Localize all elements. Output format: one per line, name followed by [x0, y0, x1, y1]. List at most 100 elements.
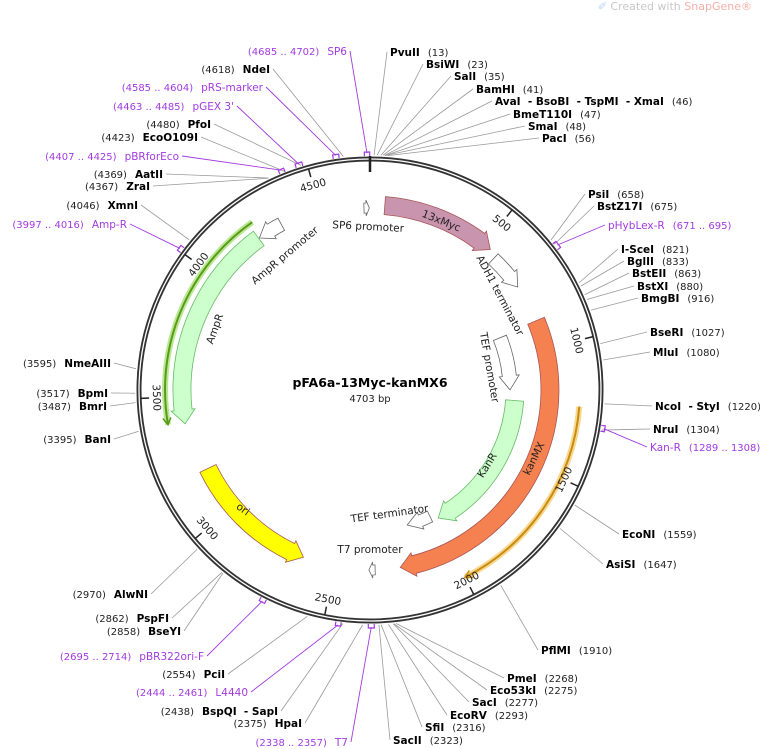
site-label-asisi[interactable]: AsiSI (1647) — [606, 559, 677, 571]
primer-label-prs-marker[interactable]: (4585 .. 4604) pRS-marker — [122, 82, 264, 94]
site-position: (675) — [650, 202, 677, 213]
primer-label-t7[interactable]: (2338 .. 2357) T7 — [255, 737, 348, 749]
site-label-eco53ki[interactable]: Eco53kI (2275) — [490, 685, 577, 697]
site-label-ecoo109i[interactable]: (4423) EcoO109I — [101, 132, 198, 144]
primer-label-amp-r[interactable]: (3997 .. 4016) Amp-R — [12, 219, 127, 231]
site-name: PciI — [204, 669, 225, 681]
site-label-bmet110i[interactable]: BmeT110I (47) — [513, 109, 601, 121]
site-name: PmeI — [507, 673, 537, 685]
site-label-hpai[interactable]: (2375) HpaI — [233, 718, 302, 730]
feature-sp6-promoter[interactable] — [363, 199, 370, 217]
site-label-pspfi[interactable]: (2862) PspFI — [95, 613, 169, 625]
site-label-ncoi-styi[interactable]: NcoI - StyI (1220) — [655, 401, 760, 413]
site-name: SmaI — [528, 121, 558, 133]
site-label-bsteii[interactable]: BstEII (863) — [632, 268, 701, 280]
site-position: (13) — [428, 48, 449, 59]
site-label-pfoi[interactable]: (4480) PfoI — [146, 119, 211, 131]
site-name: AlwNI — [114, 589, 148, 601]
site-label-i-scei[interactable]: I-SceI (821) — [621, 244, 689, 256]
site-label-xmni[interactable]: (4046) XmnI — [66, 200, 138, 212]
primer-mark — [294, 161, 304, 169]
site-leader-line — [586, 285, 635, 300]
feature-tef-terminator[interactable] — [406, 510, 434, 530]
site-label-zrai[interactable]: (4367) ZraI — [85, 181, 150, 193]
site-label-alwni[interactable]: (2970) AlwNI — [73, 589, 148, 601]
primer-range: (2338 .. 2357) — [255, 738, 327, 749]
site-label-bseri[interactable]: BseRI (1027) — [650, 327, 725, 339]
feature-kanr[interactable] — [437, 399, 525, 522]
primer-label-pbr322ori-f[interactable]: (2695 .. 2714) pBR322ori-F — [60, 651, 204, 663]
site-label-ndei[interactable]: (4618) NdeI — [201, 64, 270, 76]
site-label-bmri[interactable]: (3487) BmrI — [38, 401, 107, 413]
tick-mark — [195, 532, 203, 539]
site-label-pmei[interactable]: PmeI (2268) — [507, 673, 578, 685]
site-label-bglii[interactable]: BglII (833) — [627, 256, 689, 268]
site-position: (833) — [662, 257, 689, 268]
feature-adh1-terminator[interactable] — [487, 253, 519, 288]
site-leader-line — [500, 585, 539, 651]
site-label-psii[interactable]: PsiI (658) — [588, 189, 644, 201]
primer-label-pbrforeco[interactable]: (4407 .. 4425) pBRforEco — [45, 151, 179, 163]
site-label-sfii[interactable]: SfiI (2316) — [425, 722, 486, 734]
site-label-bspqi-sapi[interactable]: (2438) BspQI - SapI — [161, 706, 278, 718]
feature-label: SP6 promoter — [332, 219, 405, 235]
orf-track-arrow — [162, 417, 172, 427]
primer-label-pgex-3-[interactable]: (4463 .. 4485) pGEX 3' — [113, 101, 234, 113]
site-leader-line — [559, 528, 604, 565]
site-label-pcii[interactable]: (2554) PciI — [162, 669, 225, 681]
site-label-paci[interactable]: PacI (56) — [542, 133, 595, 145]
site-leader-line — [578, 248, 619, 284]
site-label-bpmi[interactable]: (3517) BpmI — [36, 388, 108, 400]
site-label-bsiwi[interactable]: BsiWI (23) — [426, 59, 488, 71]
site-label-bani[interactable]: (3395) BanI — [43, 434, 111, 446]
site-leader-line — [574, 504, 620, 535]
site-label-pflmi[interactable]: PflMI (1910) — [541, 645, 612, 657]
site-label-bstxi[interactable]: BstXI (880) — [637, 281, 703, 293]
site-label-bstz17i[interactable]: BstZ17I (675) — [597, 201, 677, 213]
site-label-nmeaiii[interactable]: (3595) NmeAIII — [23, 358, 111, 370]
feature-label: AmpR promoter — [249, 224, 321, 287]
site-label-nrui[interactable]: NruI (1304) — [653, 424, 720, 436]
site-position: (3395) — [43, 435, 76, 446]
site-label-ecorv[interactable]: EcoRV (2293) — [450, 710, 528, 722]
feature-tef-promoter[interactable] — [492, 334, 520, 391]
feature-kanmx[interactable] — [399, 316, 560, 577]
site-leader-line — [580, 260, 625, 287]
site-name: ZraI — [126, 181, 150, 193]
site-label-avai-bsobi-tspmi-xmai[interactable]: AvaI - BsoBI - TspMI - XmaI (46) — [495, 96, 692, 108]
feature-ampr[interactable] — [170, 230, 265, 425]
site-leader-line — [584, 272, 630, 296]
feature-13xmyc[interactable] — [383, 196, 491, 251]
site-label-pvuii[interactable]: PvuII (13) — [390, 47, 448, 59]
site-name: SacI — [472, 697, 497, 709]
site-name: MluI — [653, 347, 678, 359]
primer-mark — [331, 153, 340, 160]
site-name: EcoNI — [622, 529, 655, 541]
site-label-mlui[interactable]: MluI (1080) — [653, 347, 720, 359]
primer-label-phyblex-r[interactable]: pHybLex-R (671 .. 695) — [608, 220, 731, 232]
site-label-bseyi[interactable]: (2858) BseYI — [107, 626, 181, 638]
feature-ori[interactable] — [199, 463, 304, 563]
site-name: PflMI — [541, 645, 571, 657]
site-label-econi[interactable]: EcoNI (1559) — [622, 529, 697, 541]
site-position: (1304) — [686, 425, 719, 436]
site-label-bmgbi[interactable]: BmgBI (916) — [641, 293, 714, 305]
tick-label: 3500 — [150, 384, 163, 411]
site-label-saci[interactable]: SacI (2277) — [472, 697, 538, 709]
site-label-smai[interactable]: SmaI (48) — [528, 121, 586, 133]
feature-ampr-promoter[interactable] — [258, 217, 286, 240]
site-label-aatii[interactable]: (4369) AatII — [94, 169, 163, 181]
primer-label-kan-r[interactable]: Kan-R (1289 .. 1308) — [650, 442, 760, 454]
tick-label: 2000 — [452, 569, 481, 592]
primer-range: (4407 .. 4425) — [45, 152, 117, 163]
site-label-bamhi[interactable]: BamHI (41) — [476, 84, 543, 96]
site-leader-line — [171, 572, 223, 619]
feature-t7-promoter[interactable] — [368, 561, 376, 579]
site-leader-line — [395, 623, 505, 679]
site-label-sacii[interactable]: SacII (2323) — [393, 735, 463, 747]
snapgene-logo-icon: ✐ — [597, 0, 607, 13]
site-label-sali[interactable]: SalI (35) — [454, 71, 505, 83]
primer-label-sp6[interactable]: (4685 .. 4702) SP6 — [248, 46, 347, 58]
primer-label-l4440[interactable]: (2444 .. 2461) L4440 — [136, 687, 248, 699]
